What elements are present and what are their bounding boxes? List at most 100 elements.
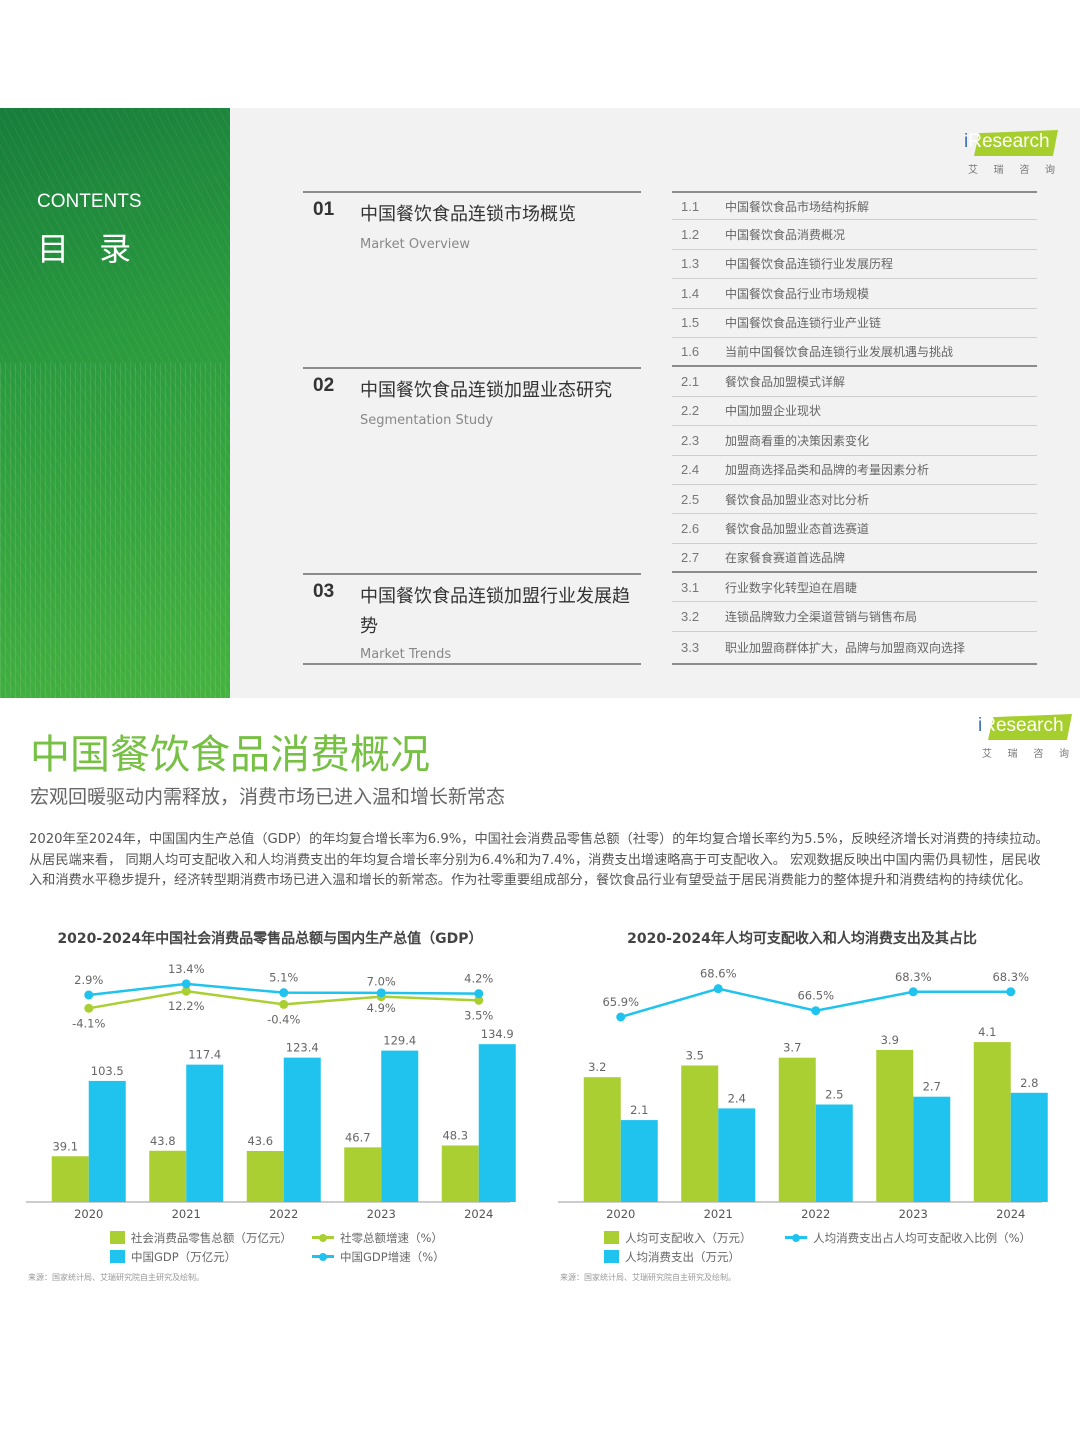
line-value-label: 4.2% [464,972,493,986]
chart-title: 2020-2024年中国社会消费品零售品总额与国内生产总值（GDP） [57,931,483,947]
bar [283,1057,321,1202]
line-value-label: 12.2% [168,999,205,1013]
toc-page: CONTENTS 目 录 iResearch 艾瑞咨询 01 中国餐饮食品连锁市… [0,108,1080,698]
line-value-label: -4.1% [72,1016,105,1030]
toc-item-2-6[interactable]: 2.6 餐饮食品加盟业态首选赛道 [672,514,1037,544]
body-paragraph: 2020年至2024年，中国国内生产总值（GDP）的年均复合增长率为6.9%，中… [29,832,1049,888]
bar [441,1145,479,1202]
section-title: 中国餐饮食品连锁加盟行业发展趋势 [360,586,630,637]
line-point [616,1012,626,1022]
bar [51,1156,89,1202]
bar-value-label: 134.9 [481,1027,514,1041]
legend-swatch [110,1250,125,1263]
section-number: 01 [313,199,335,220]
x-tick-label: 2024 [464,1207,493,1221]
line-point [279,999,289,1009]
toc-item-2-3[interactable]: 2.3 加盟商看重的决策因素变化 [672,426,1037,456]
toc-item-1-5[interactable]: 1.5 中国餐饮食品连锁行业产业链 [672,309,1037,338]
bar [344,1147,382,1202]
bar [381,1050,419,1202]
bar-value-label: 43.8 [150,1134,176,1148]
line-value-label: 66.5% [797,989,834,1003]
toc-item-2-2[interactable]: 2.2 中国加盟企业现状 [672,397,1037,427]
contents-label-zh: 目 录 [37,230,142,268]
bar-value-label: 2.5 [825,1088,843,1102]
legend-line-marker [312,1233,334,1242]
line-point [474,989,484,999]
line-value-label: 68.3% [992,970,1029,984]
line-value-label: -0.4% [267,1012,300,1026]
toc-item-1-2[interactable]: 1.2 中国餐饮食品消费概况 [672,220,1037,250]
section-number: 02 [313,375,335,396]
toc-item-1-3[interactable]: 1.3 中国餐饮食品连锁行业发展历程 [672,250,1037,280]
line-value-label: 68.3% [895,970,932,984]
x-tick-label: 2023 [367,1207,396,1221]
section-subtitle: Market Overview [360,237,471,252]
toc-item-2-1[interactable]: 2.1 餐饮食品加盟模式详解 [672,367,1037,397]
legend-item-gdp: 中国GDP（万亿元） [110,1249,290,1265]
bar-value-label: 103.5 [91,1064,124,1078]
section-subtitle: Segmentation Study [360,413,494,428]
legend-line-marker [785,1233,808,1242]
bar-value-label: 39.1 [52,1139,78,1153]
line-point [376,988,386,998]
section-subtitle: Market Trends [360,647,452,662]
legend-item-spending: 人均消费支出（万元） [604,1249,740,1265]
toc-item-3-3[interactable]: 3.3 职业加盟商群体扩大，品牌与加盟商双向选择 [672,632,1037,665]
line-point [84,990,94,1000]
chart-title: 2020-2024年人均可支配收入和人均消费支出及其占比 [627,931,977,947]
toc-item-1-6[interactable]: 1.6 当前中国餐饮食品连锁行业发展机遇与挑战 [672,338,1037,368]
line-point [713,984,723,994]
legend-swatch [604,1250,619,1263]
logo-text: Research [982,715,1064,736]
logo-subtitle: 艾瑞咨询 [982,749,1069,760]
line-value-label: 13.4% [168,962,205,976]
line-point [811,1006,821,1016]
bar [583,1077,621,1202]
bar-value-label: 123.4 [286,1041,319,1055]
bar [1010,1092,1048,1202]
bar-value-label: 129.4 [383,1034,416,1048]
toc-item-2-5[interactable]: 2.5 餐饮食品加盟业态对比分析 [672,485,1037,515]
bar [815,1104,853,1202]
x-tick-label: 2022 [269,1207,298,1221]
toc-item-1-1[interactable]: 1.1 中国餐饮食品市场结构拆解 [672,191,1037,221]
line-point [1006,987,1016,997]
x-tick-label: 2024 [996,1207,1025,1221]
toc-item-3-2[interactable]: 3.2 连锁品牌致力全渠道营销与销售布局 [672,602,1037,632]
toc-subsection-list: 1.1 中国餐饮食品市场结构拆解 1.2 中国餐饮食品消费概况 1.3 中国餐饮食品连… [672,191,1037,665]
toc-item-1-4[interactable]: 1.4 中国餐饮食品行业市场规模 [672,279,1037,309]
logo-badge-shape [974,130,1058,156]
line-value-label: 7.0% [367,975,396,989]
iresearch-logo: iResearch 艾瑞咨询 [964,130,1059,182]
legend-item-retail-growth: 社零总额增速（%） [312,1230,443,1246]
x-tick-label: 2023 [899,1207,928,1221]
page-title: 中国餐饮食品消费概况 [30,732,430,778]
legend-item-gdp-growth: 中国GDP增速（%） [312,1249,445,1265]
bar-value-label: 3.2 [588,1060,606,1074]
line-point [474,995,484,1005]
chart-retail-gdp: 2020-2024年中国社会消费品零售品总额与国内生产总值（GDP） 39.1 1… [20,924,520,1294]
line-point [84,1003,94,1013]
logo-i: i [964,131,969,152]
toc-section-03[interactable]: 03 中国餐饮食品连锁加盟行业发展趋势 Market Trends [303,573,641,665]
bar [149,1150,187,1202]
toc-item-2-4[interactable]: 2.4 加盟商选择品类和品牌的考量因素分析 [672,456,1037,485]
bar [246,1150,284,1202]
toc-item-3-1[interactable]: 3.1 行业数字化转型迫在眉睫 [672,573,1037,603]
toc-item-2-7[interactable]: 2.7 在家餐食赛道首选品牌 [672,544,1037,574]
chart-source: 来源：国家统计局、艾瑞研究院自主研究及绘制。 [28,1273,204,1282]
logo-text: Research [968,131,1050,152]
bar [973,1042,1011,1202]
bar [718,1108,756,1202]
bar [913,1096,951,1202]
line-value-label: 5.1% [269,971,298,985]
bar-value-label: 2.1 [630,1103,648,1117]
bar [876,1049,914,1202]
x-tick-label: 2020 [606,1207,635,1221]
legend-item-retail: 社会消费品零售总额（万亿元） [110,1230,292,1246]
line-point [908,987,918,997]
logo-badge-shape [988,714,1072,740]
toc-section-01[interactable]: 01 中国餐饮食品连锁市场概览 Market Overview [303,191,641,281]
toc-section-02[interactable]: 02 中国餐饮食品连锁加盟业态研究 Segmentation Study [303,367,641,457]
